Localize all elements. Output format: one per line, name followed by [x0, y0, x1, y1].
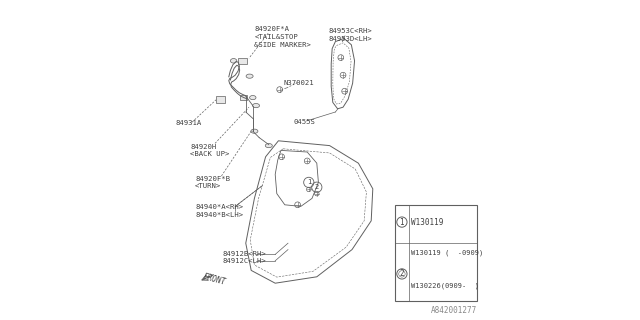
Bar	[238, 58, 247, 64]
Text: 84931A: 84931A	[175, 120, 202, 126]
Ellipse shape	[246, 74, 253, 78]
Text: 84940*A<RH>
84940*B<LH>: 84940*A<RH> 84940*B<LH>	[195, 204, 243, 218]
Text: W130119 (  -0909): W130119 ( -0909)	[411, 250, 483, 256]
Text: 84912B<RH>
84912C<LH>: 84912B<RH> 84912C<LH>	[223, 251, 266, 264]
Text: 2: 2	[315, 184, 319, 190]
Ellipse shape	[251, 129, 258, 133]
Text: 1: 1	[399, 218, 404, 227]
Text: W130119: W130119	[411, 218, 443, 227]
Bar	[216, 96, 225, 103]
Bar	[241, 95, 248, 100]
Ellipse shape	[266, 143, 273, 148]
Text: 84920F*B
<TURN>: 84920F*B <TURN>	[195, 176, 230, 189]
Text: 84920H
<BACK UP>: 84920H <BACK UP>	[191, 144, 230, 157]
Text: FRONT: FRONT	[202, 272, 227, 287]
Text: 1: 1	[307, 180, 311, 185]
Text: 84953C<RH>
84953D<LH>: 84953C<RH> 84953D<LH>	[329, 28, 372, 42]
Text: W130226(0909-  ): W130226(0909- )	[411, 282, 479, 289]
Text: 84920F*A
<TAIL&STOP
&SIDE MARKER>: 84920F*A <TAIL&STOP &SIDE MARKER>	[254, 26, 311, 48]
Bar	[396, 205, 477, 301]
Text: 0455S: 0455S	[293, 119, 315, 124]
Ellipse shape	[252, 103, 260, 108]
Text: 2: 2	[399, 269, 404, 278]
Text: N370021: N370021	[283, 80, 314, 86]
Text: A842001277: A842001277	[431, 306, 477, 315]
Ellipse shape	[250, 95, 256, 100]
Ellipse shape	[230, 59, 237, 63]
